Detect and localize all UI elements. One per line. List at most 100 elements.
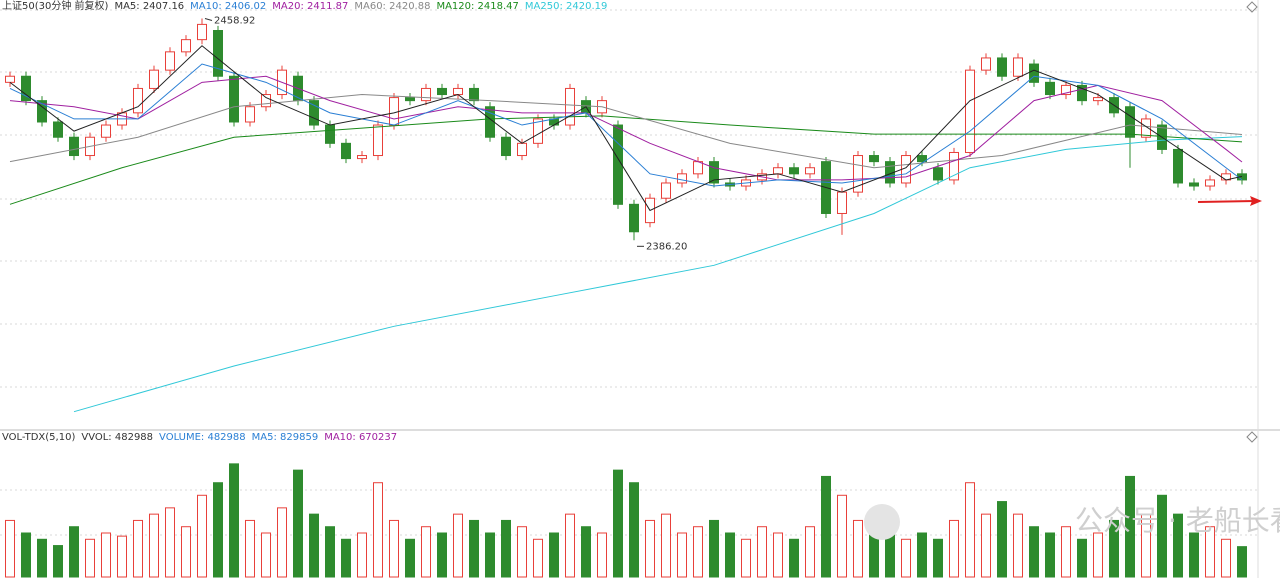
- candle-body: [357, 155, 367, 160]
- candle-body: [837, 191, 847, 214]
- ma-line: [9, 63, 1243, 187]
- watermark: 公众号 · 老船长看盘: [1075, 504, 1280, 537]
- candle-body: [1125, 106, 1135, 138]
- volume-bar: [1141, 513, 1151, 578]
- volume-bar: [213, 482, 223, 578]
- volume-bar: [197, 494, 207, 578]
- candle-body: [1205, 179, 1215, 187]
- volume-bar: [997, 501, 1007, 578]
- annotation-arrow: [204, 18, 213, 22]
- volume-bar: [725, 532, 735, 578]
- toggle-icon[interactable]: [1246, 431, 1258, 443]
- candle-body: [37, 100, 47, 123]
- volume-bar: [821, 475, 831, 578]
- candle-body: [517, 142, 527, 157]
- candle-body: [613, 124, 623, 205]
- annotation: 2458.92: [214, 16, 255, 27]
- volume-bar: [149, 513, 159, 578]
- candle-body: [1029, 63, 1039, 83]
- candle-body: [149, 69, 159, 89]
- candle-body: [405, 97, 415, 102]
- candle-body: [789, 167, 799, 175]
- candle-body: [421, 87, 431, 102]
- volume-bar: [453, 513, 463, 578]
- volume-bar: [357, 532, 367, 578]
- candle-body: [245, 106, 255, 123]
- volume-header: VOL-TDX(5,10) VVOL: 482988 VOLUME: 482988…: [2, 432, 397, 444]
- indicator: MA250: 2420.19: [524, 1, 608, 12]
- volume-bar: [1109, 519, 1119, 578]
- volume-bar: [309, 513, 319, 578]
- candle-body: [501, 136, 511, 157]
- candle-body: [677, 173, 687, 184]
- candle-body: [565, 87, 575, 126]
- candle-body: [949, 151, 959, 181]
- volume-bar: [853, 519, 863, 578]
- volume-bar: [101, 532, 111, 578]
- volume-bar: [869, 532, 879, 578]
- candle-body: [1141, 118, 1151, 138]
- volume-bar: [597, 532, 607, 578]
- candle-body: [773, 167, 783, 175]
- toggle-icon[interactable]: [1246, 1, 1258, 13]
- volume-bar: [1061, 526, 1071, 578]
- ma-line: [9, 94, 1243, 169]
- volume-bar: [917, 532, 927, 578]
- candle-body: [5, 75, 15, 83]
- candle-body: [213, 29, 223, 77]
- arrow-head: [1250, 196, 1262, 206]
- volume-bar: [1221, 538, 1231, 578]
- indicator: VOLUME: 482988: [159, 432, 246, 443]
- candle-body: [917, 155, 927, 163]
- ma-line: [9, 115, 1243, 205]
- volume-bar: [277, 507, 287, 578]
- candle-body: [21, 75, 31, 102]
- volume-bar: [693, 526, 703, 578]
- candle-body: [869, 155, 879, 163]
- volume-bar: [533, 538, 543, 578]
- candle-body: [69, 136, 79, 157]
- volume-bar: [405, 538, 415, 578]
- volume-bar: [773, 532, 783, 578]
- volume-bar: [789, 538, 799, 578]
- volume-bar: [69, 526, 79, 578]
- candle-body: [229, 75, 239, 123]
- indicator: MA120: 2418.47: [436, 1, 519, 12]
- volume-bar: [1077, 538, 1087, 578]
- volume-bar: [1173, 513, 1183, 578]
- ma-line: [9, 75, 1243, 181]
- candle-body: [437, 87, 447, 96]
- candle-body: [165, 51, 175, 71]
- volume-bar: [1029, 526, 1039, 578]
- volume-bar: [1013, 513, 1023, 578]
- indicator: MA5: 2407.16: [114, 1, 185, 12]
- volume-bar: [437, 532, 447, 578]
- candle-body: [1173, 148, 1183, 184]
- candle-body: [53, 121, 63, 138]
- volume-bar: [949, 519, 959, 578]
- volume-bar: [21, 532, 31, 578]
- candle-body: [629, 203, 639, 233]
- volume-bar: [53, 545, 63, 578]
- indicator-list: VVOL: 482988 VOLUME: 482988 MA5: 829859 MA1…: [81, 432, 397, 444]
- volume-bar: [37, 538, 47, 578]
- volume-bar: [389, 519, 399, 578]
- volume-bar: [373, 482, 383, 578]
- candle-body: [341, 142, 351, 160]
- volume-bar: [613, 469, 623, 578]
- candle-body: [853, 155, 863, 193]
- candle-body: [693, 161, 703, 175]
- volume-bar: [245, 519, 255, 578]
- volume-bar: [229, 463, 239, 578]
- volume-bar: [1125, 475, 1135, 578]
- candle-body: [469, 87, 479, 102]
- volume-title: VOL-TDX(5,10): [2, 432, 76, 443]
- volume-bar: [293, 469, 303, 578]
- volume-bar: [741, 538, 751, 578]
- ma-line: [9, 45, 1243, 212]
- volume-bar: [117, 535, 127, 578]
- candle-body: [133, 87, 143, 114]
- volume-bar: [5, 519, 15, 578]
